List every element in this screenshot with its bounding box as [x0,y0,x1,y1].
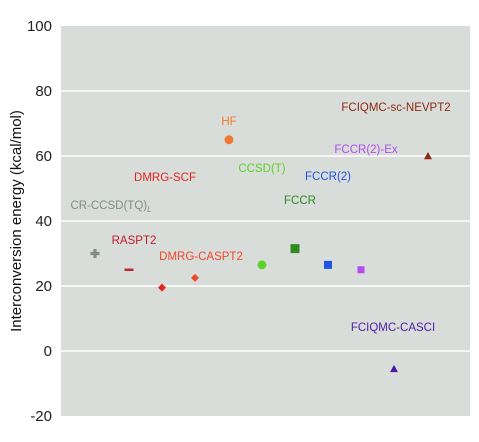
data-point-marker [124,268,134,271]
data-point-label: DMRG-SCF [134,172,196,184]
data-markers [90,135,432,373]
y-tick-label: 100 [27,18,52,35]
data-point-label: DMRG-CASPT2 [159,251,243,263]
data-point-label: FCCR(2) [305,171,351,183]
y-tick-label: 60 [35,148,52,165]
y-tick-label: 80 [35,83,52,100]
data-point-label: RASPT2 [112,235,157,247]
data-point-marker [191,273,199,282]
data-point-marker [390,364,398,373]
data-point-marker [158,283,166,292]
data-point-marker [224,135,234,145]
y-axis-title: Interconversion energy (kcal/mol) [8,110,25,332]
y-tick-label: 20 [35,278,52,295]
grid [61,90,470,352]
data-point-marker [357,266,365,274]
data-point-label: FCIQMC-CASCI [351,322,435,334]
data-point-marker [257,260,267,270]
y-tick-label: 0 [44,343,52,360]
y-tick-label: -20 [30,408,52,425]
data-point-marker [90,249,100,258]
y-tick-label: 40 [35,213,52,230]
data-point-label: FCIQMC-sc-NEVPT2 [341,102,450,114]
data-point-label: CR-CCSD(TQ)L [70,200,151,214]
data-labels: CR-CCSD(TQ)L RASPT2 DMRG-SCF DMRG-CASPT2 HF C… [70,102,450,334]
y-axis-ticks: -20 0 20 40 60 80 100 [27,18,52,425]
data-point-label: CCSD(T) [238,163,285,175]
data-point-marker [424,152,432,160]
data-point-label: FCCR(2)-Ex [334,144,397,156]
data-point-label: FCCR [284,195,316,207]
data-point-marker [290,244,300,254]
data-point-marker [324,260,332,269]
data-point-label: HF [221,116,236,128]
